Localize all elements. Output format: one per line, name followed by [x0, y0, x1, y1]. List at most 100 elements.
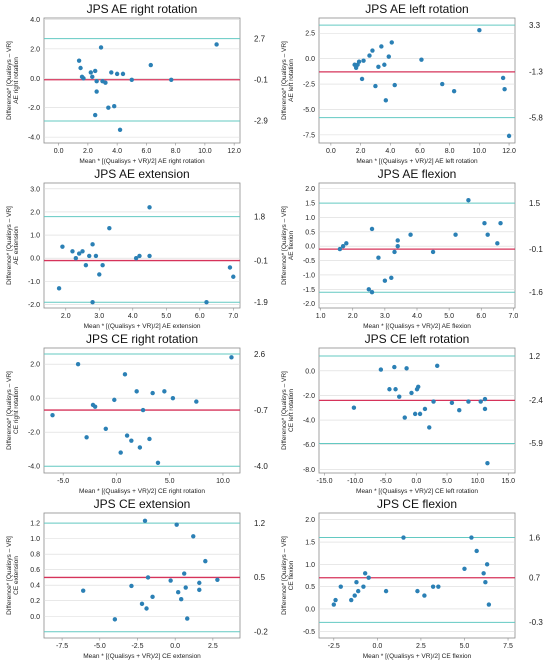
data-point	[118, 450, 123, 455]
data-point	[107, 225, 112, 231]
data-point	[100, 262, 105, 268]
x-tick-label: 6.0	[142, 148, 152, 155]
data-point	[361, 58, 366, 63]
y-tick-label: 0.0	[305, 244, 315, 251]
x-tick-label: 8.0	[171, 148, 181, 155]
data-point	[404, 366, 409, 371]
x-tick-label: 0.0	[170, 643, 180, 650]
data-point	[484, 562, 490, 567]
mean-difference-label: -1.3	[529, 68, 543, 77]
data-point	[338, 584, 343, 589]
x-axis-label: Mean * [(Qualisys + VR)/2] CE right rota…	[79, 488, 205, 495]
data-point	[92, 68, 98, 74]
data-point	[106, 105, 111, 110]
mean-difference-label: 0.7	[529, 574, 541, 583]
mean-difference-label: -0.1	[254, 76, 268, 85]
limit-of-agreement-label: -5.9	[529, 439, 543, 448]
y-tick-label: 1.5	[305, 540, 315, 547]
data-point	[109, 70, 114, 75]
data-point	[500, 75, 506, 81]
y-tick-label: -8.0	[303, 467, 315, 474]
x-tick-label: 0.0	[112, 478, 122, 485]
y-tick-label: 2.0	[30, 362, 40, 369]
y-axis-label: CE extension	[13, 556, 20, 595]
chart-ae-left-rotation: JPS AE left rotation -7.5 -5.0 -2.5 0.0 2.5 0.…	[281, 2, 543, 165]
data-point	[50, 412, 55, 418]
x-tick-label: 10.0	[198, 148, 212, 155]
y-tick-label: 0.4	[30, 583, 40, 590]
limit-of-agreement-label: 1.8	[254, 212, 266, 221]
data-point	[174, 522, 179, 527]
y-tick-label: 0.0	[30, 256, 40, 263]
data-point	[183, 585, 188, 590]
y-axis-label: AE flexion	[288, 230, 295, 260]
x-axis-label: Mean * [(Qualisys + VR)/2] AE flexion	[363, 323, 471, 330]
chart-title: JPS CE left rotation	[365, 332, 470, 346]
x-tick-label: 15.0	[501, 478, 515, 485]
panel-ce-right-rotation: JPS CE right rotation -4.0 -2.0 0.0 2.0 -5.0 0…	[0, 330, 275, 495]
data-point	[351, 405, 357, 410]
chart-title: JPS AE flexion	[378, 167, 457, 181]
x-tick-label: 12.0	[227, 148, 241, 155]
limit-of-agreement-label: -4.0	[254, 462, 268, 471]
plot-frame	[43, 512, 241, 639]
data-point	[112, 104, 117, 109]
data-point	[227, 265, 233, 270]
data-point	[376, 64, 381, 69]
y-tick-label: -2.0	[303, 301, 315, 308]
data-point	[148, 62, 153, 68]
data-point	[215, 577, 220, 582]
y-tick-label: 1.0	[30, 233, 40, 240]
data-point	[145, 575, 151, 580]
plot-frame	[318, 512, 516, 639]
y-axis-label: Difference* [Qualisys – VR]	[281, 206, 288, 285]
data-point	[185, 616, 190, 621]
data-point	[133, 256, 139, 261]
data-point	[474, 548, 479, 554]
x-tick-label: 4.0	[385, 148, 395, 155]
y-axis-label: Difference* [Qualisys – VR]	[6, 371, 13, 450]
data-point	[203, 558, 208, 564]
data-point	[81, 588, 86, 593]
x-tick-label: 7.0	[228, 313, 238, 320]
y-tick-label: 4.0	[30, 17, 40, 24]
data-point	[150, 594, 155, 600]
x-tick-label: -2.5	[131, 643, 143, 650]
data-point	[83, 262, 89, 268]
x-tick-label: 8.0	[445, 148, 455, 155]
x-tick-label: 7.0	[509, 313, 519, 320]
data-point	[386, 54, 391, 59]
limit-of-agreement-label: 2.7	[254, 34, 266, 43]
y-tick-label: -0.5	[303, 258, 315, 265]
x-tick-label: 4.0	[128, 313, 138, 320]
data-point	[73, 256, 79, 261]
x-tick-label: 4.0	[112, 148, 122, 155]
y-tick-label: -2.0	[303, 393, 315, 400]
data-point	[462, 566, 467, 572]
data-point	[340, 244, 346, 249]
y-axis-label: AE right rotation	[13, 57, 20, 104]
x-tick-label: -2.5	[328, 643, 340, 650]
data-point	[155, 460, 161, 465]
x-tick-label: 3.0	[380, 313, 390, 320]
data-point	[495, 241, 500, 246]
x-tick-label: -5.0	[57, 478, 69, 485]
limit-of-agreement-label: 1.2	[254, 519, 266, 528]
data-point	[466, 198, 471, 203]
data-point	[56, 286, 62, 291]
x-tick-label: -10.0	[347, 478, 363, 485]
x-tick-label: 3.0	[94, 313, 104, 320]
data-point	[90, 242, 95, 247]
mean-difference-label: -0.7	[254, 406, 268, 415]
panel-ae-right-rotation: JPS AE right rotation -4.0 -2.0 0.0 2.0 4.0 0.…	[0, 0, 275, 165]
data-point	[229, 355, 234, 360]
plot-frame	[43, 182, 241, 309]
y-tick-label: -1.0	[28, 279, 40, 286]
x-tick-label: 0.0	[54, 148, 64, 155]
data-point	[436, 584, 441, 589]
y-tick-label: -1.0	[303, 272, 315, 279]
data-point	[466, 399, 471, 404]
data-point	[382, 62, 387, 67]
data-point	[366, 287, 372, 292]
y-tick-label: 0.8	[30, 552, 40, 559]
